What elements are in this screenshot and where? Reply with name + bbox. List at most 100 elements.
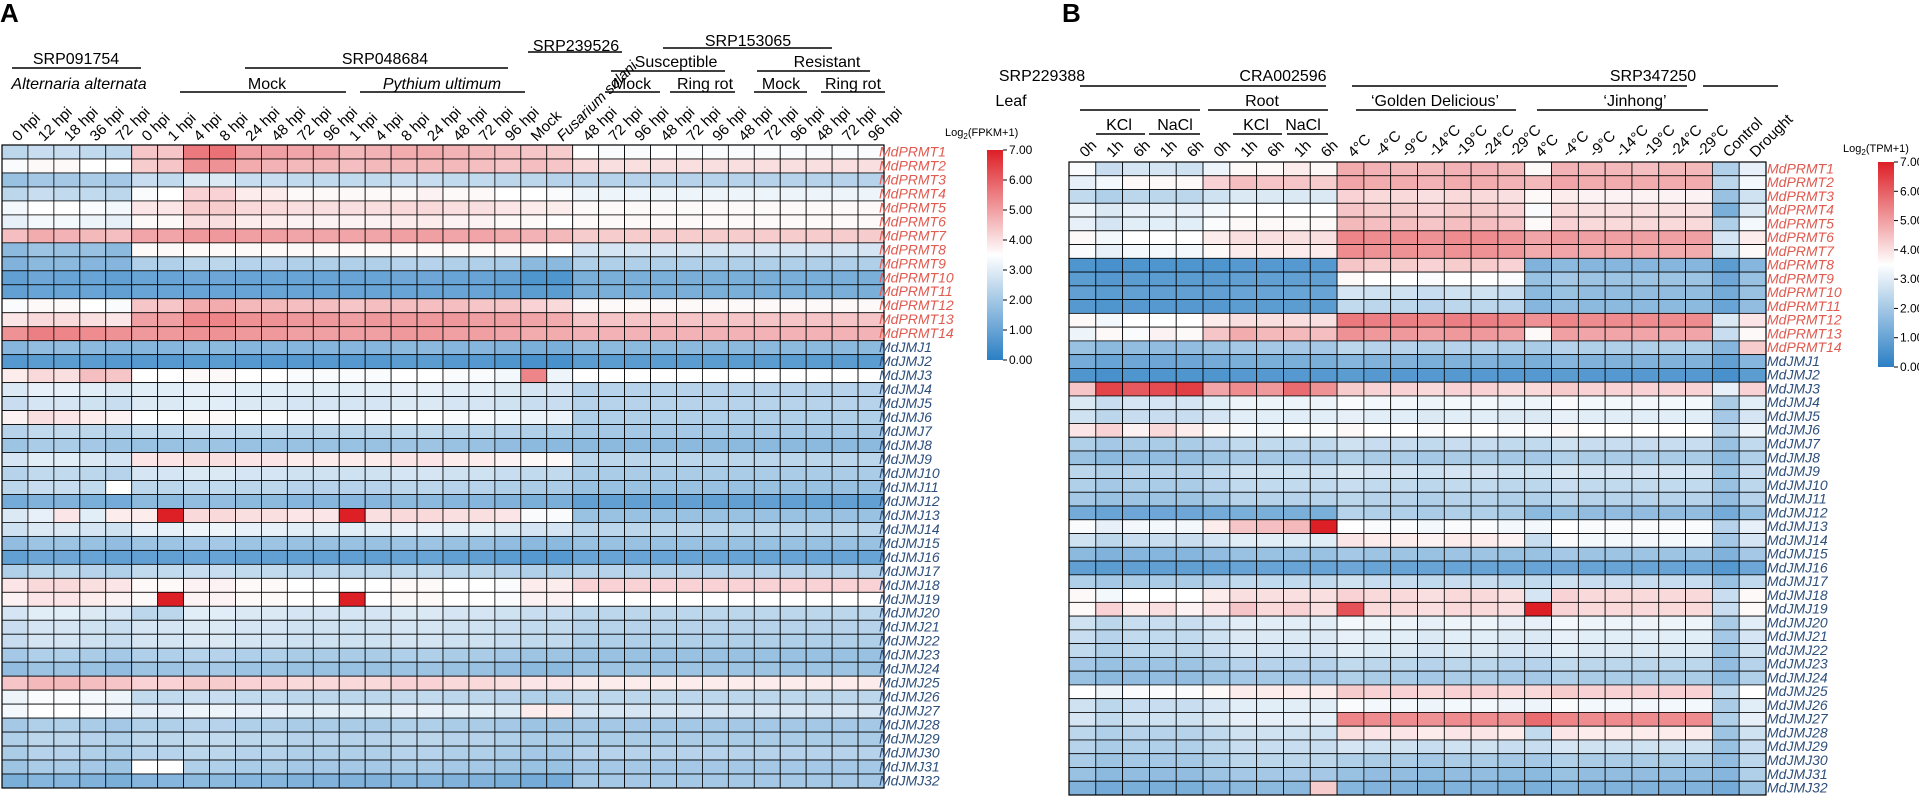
heatmap-cell <box>1577 409 1606 424</box>
heatmap-cell <box>727 298 755 314</box>
heatmap-cell <box>1095 368 1124 383</box>
heatmap-cell <box>1551 230 1579 245</box>
heatmap-cell <box>1390 161 1418 177</box>
heatmap-cell <box>1336 767 1365 782</box>
heatmap-cell <box>261 759 288 775</box>
heatmap-cell <box>650 144 677 160</box>
heatmap-cell <box>1122 533 1150 548</box>
heatmap-cell <box>1390 409 1418 424</box>
heatmap-cell <box>1711 739 1740 755</box>
heatmap-cell <box>702 256 729 272</box>
heatmap-cell <box>598 382 625 398</box>
heatmap-cell <box>1417 725 1445 741</box>
heatmap-cell <box>1363 381 1392 397</box>
heatmap-cell <box>1309 643 1338 658</box>
heatmap-cell <box>209 633 236 649</box>
heatmap-cell <box>1497 271 1526 287</box>
heatmap-cell <box>1 508 29 523</box>
heatmap-cell <box>650 717 677 733</box>
heatmap-cell <box>1631 574 1660 589</box>
heatmap-cell <box>702 396 729 411</box>
heatmap-cell <box>53 326 81 342</box>
heatmap-cell <box>520 773 548 789</box>
heatmap-cell <box>1149 161 1177 177</box>
heatmap-cell <box>390 438 418 453</box>
heatmap-cell <box>338 242 366 258</box>
heatmap-cell <box>364 256 392 272</box>
heatmap-cell <box>546 354 574 370</box>
heatmap-cell <box>753 689 781 705</box>
heatmap-cell <box>624 452 651 467</box>
heatmap-cell <box>1711 230 1740 245</box>
heatmap-cell <box>338 438 366 453</box>
heatmap-cell <box>1497 629 1526 645</box>
heatmap-cell <box>1631 629 1660 645</box>
heatmap-cell <box>79 214 107 230</box>
heatmap-cell <box>1256 326 1284 342</box>
row-label: MdPRMT5 <box>1767 215 1834 231</box>
heatmap-cell <box>416 661 444 677</box>
heatmap-cell <box>1658 780 1686 796</box>
heatmap-cell <box>1417 684 1445 700</box>
heatmap-cell <box>261 424 288 439</box>
heatmap-cell <box>261 745 288 761</box>
heatmap-cell <box>598 633 625 649</box>
heatmap-cell <box>390 619 418 635</box>
heatmap-cell <box>1658 588 1686 603</box>
heatmap-cell <box>779 675 807 691</box>
heatmap-cell <box>650 633 677 649</box>
heatmap-cell <box>1497 753 1526 768</box>
heatmap-cell <box>442 508 470 523</box>
heatmap-cell <box>261 158 288 174</box>
heatmap-cell <box>1256 299 1284 314</box>
heatmap-cell <box>1551 588 1579 603</box>
heatmap-cell <box>312 424 340 439</box>
heatmap-cell <box>468 508 496 523</box>
heatmap-cell <box>1256 271 1284 287</box>
heatmap-cell <box>1283 670 1311 686</box>
heatmap-cell <box>105 675 133 691</box>
heatmap-cell <box>1738 409 1767 424</box>
heatmap-cell <box>598 619 625 635</box>
heatmap-cell <box>494 340 522 356</box>
colorbar-tick-label: 1.00 <box>1900 331 1919 345</box>
heatmap-cell <box>364 424 392 439</box>
heatmap-cell <box>1470 175 1499 190</box>
heatmap-cell <box>338 424 366 439</box>
heatmap-cell <box>1149 216 1177 232</box>
heatmap-cell <box>1229 464 1258 479</box>
heatmap-cell <box>650 745 677 761</box>
heatmap-cell <box>624 396 651 411</box>
heatmap-cell <box>1604 312 1633 328</box>
heatmap-cell <box>468 605 496 621</box>
colorbar-tick-label: 7.00 <box>1900 155 1919 169</box>
heatmap-cell <box>494 284 522 300</box>
heatmap-cell <box>1738 574 1767 589</box>
heatmap-cell <box>1202 216 1231 232</box>
heatmap-cell <box>520 675 548 691</box>
heatmap-cell <box>1 480 29 495</box>
heatmap-cell <box>1631 615 1660 631</box>
heatmap-cell <box>390 298 418 314</box>
heatmap-cell <box>416 354 444 370</box>
heatmap-cell <box>79 186 107 202</box>
heatmap-cell <box>1470 574 1499 589</box>
heatmap-cell <box>1175 189 1204 204</box>
heatmap-cell <box>209 172 236 188</box>
heatmap-cell <box>1309 491 1338 507</box>
heatmap-cell <box>1309 285 1338 301</box>
heatmap-cell <box>1443 450 1472 466</box>
heatmap-cell <box>1524 161 1552 177</box>
heatmap-cell <box>79 522 107 537</box>
heatmap-cell <box>598 494 625 509</box>
heatmap-cell <box>416 647 444 663</box>
heatmap-cell <box>1443 767 1472 782</box>
heatmap-cell <box>572 326 600 342</box>
heatmap-cell <box>1524 285 1552 301</box>
heatmap-cell <box>1309 478 1338 493</box>
heatmap-cell <box>1577 546 1606 562</box>
heatmap-cell <box>235 689 262 705</box>
heatmap-cell <box>1711 478 1740 493</box>
column-label: -4°C <box>1559 127 1592 160</box>
heatmap-cell <box>105 396 133 411</box>
